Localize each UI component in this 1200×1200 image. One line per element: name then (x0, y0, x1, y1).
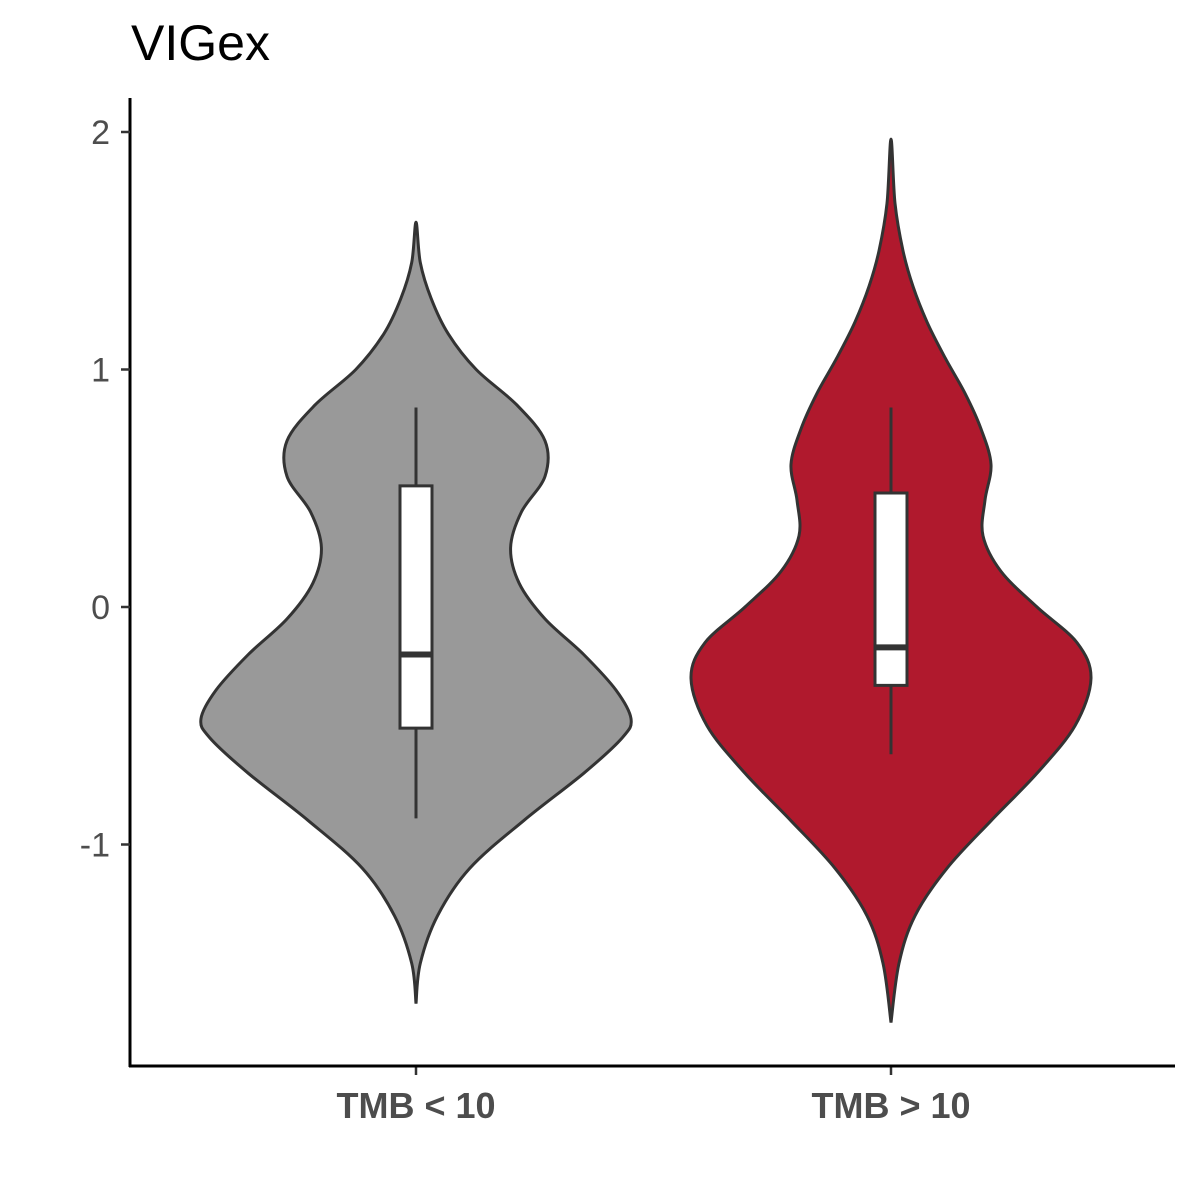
box-2 (873, 491, 909, 687)
chart-title: VIGex (131, 15, 270, 71)
y-tick-label-2: 0 (91, 589, 110, 627)
y-tick-label-1: -1 (80, 827, 110, 865)
x-tick-label-2: TMB > 10 (811, 1085, 970, 1126)
y-tick-label-4: 2 (91, 114, 110, 152)
box-1 (398, 484, 434, 730)
y-tick-label-3: 1 (91, 352, 110, 390)
x-tick-label-1: TMB < 10 (336, 1085, 495, 1126)
